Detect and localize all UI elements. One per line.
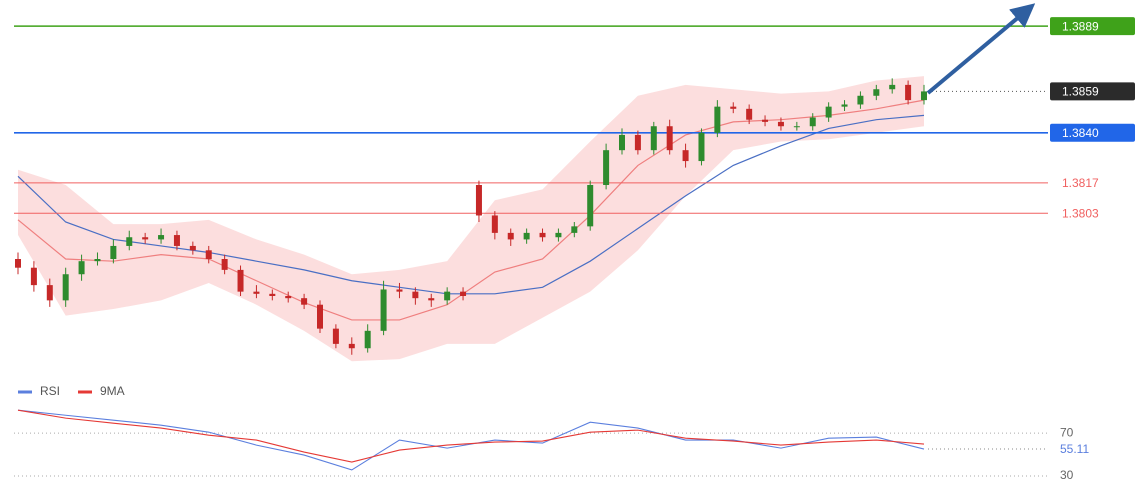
candle-body — [110, 245, 117, 259]
moving-average — [17, 114, 925, 295]
candle-body — [142, 237, 149, 240]
last-price-box — [1050, 82, 1135, 101]
candle-body — [94, 259, 101, 262]
candle-body — [539, 232, 546, 238]
candle-body — [587, 185, 594, 227]
candle-body — [126, 237, 133, 246]
last-price-label: 1.3859 — [1062, 85, 1099, 99]
candle-body — [873, 89, 880, 96]
candle-body — [285, 296, 292, 299]
candle-body — [15, 259, 21, 268]
candle-body — [189, 245, 196, 251]
candle-body — [221, 259, 228, 270]
candle-body — [62, 274, 69, 301]
candle-body — [762, 119, 769, 122]
candle-body — [507, 232, 514, 240]
level-label-box — [1050, 17, 1135, 36]
candle-body — [905, 84, 912, 101]
candle-body — [269, 293, 276, 296]
candle-body — [253, 291, 260, 294]
candle-body — [777, 121, 784, 127]
candle-body — [460, 291, 467, 296]
candle-body — [173, 235, 180, 246]
candle-body — [412, 291, 419, 299]
candle-body — [523, 232, 530, 240]
candle-body — [666, 126, 673, 151]
level-label: 1.3817 — [1062, 176, 1099, 190]
level-label-box — [1050, 123, 1135, 142]
candle-body — [746, 108, 753, 120]
candle-body — [555, 232, 562, 238]
rsi-level-label: 70 — [1060, 425, 1074, 439]
candle-body — [634, 134, 641, 151]
candle-body — [317, 304, 323, 329]
legend-label: 9MA — [100, 384, 125, 398]
level-label: 1.3840 — [1062, 126, 1099, 140]
candle-body — [205, 250, 212, 259]
candle-body — [650, 126, 657, 151]
candle-body — [921, 91, 927, 101]
candle-body — [428, 298, 435, 301]
rsi-line — [17, 409, 925, 463]
candle-body — [730, 106, 737, 109]
candle-body — [571, 226, 578, 233]
candle-body — [158, 235, 165, 240]
bollinger-band — [18, 76, 924, 362]
candle-body — [603, 150, 610, 185]
candle-body — [380, 289, 387, 331]
candle-body — [46, 285, 53, 301]
candle-body — [825, 106, 832, 118]
candle-body — [809, 117, 816, 127]
candle-body — [30, 267, 37, 286]
candle-body — [332, 328, 339, 344]
trend-arrow — [926, 3, 1036, 95]
candle-body — [698, 132, 705, 162]
candle-body — [78, 261, 85, 275]
level-label: 1.3889 — [1062, 19, 1099, 33]
rsi-current-label: 55.11 — [1060, 442, 1089, 456]
candle-body — [841, 104, 848, 107]
candle-body — [793, 126, 800, 128]
candle-body — [714, 106, 721, 133]
level-label: 1.3803 — [1062, 206, 1099, 220]
candle-body — [475, 185, 482, 216]
candle-body — [682, 150, 689, 162]
candle-body — [619, 134, 625, 151]
candle-body — [889, 84, 896, 90]
candle-body — [301, 298, 308, 305]
rsi-level-label: 30 — [1060, 468, 1074, 482]
candle-body — [237, 269, 244, 292]
candle-body — [348, 343, 355, 349]
candle-body — [364, 330, 371, 349]
moving-average — [17, 99, 925, 321]
legend-label: RSI — [40, 384, 60, 398]
candle-body — [857, 95, 864, 105]
candle-body — [444, 291, 451, 301]
candle-body — [396, 289, 403, 292]
candle-body — [491, 215, 498, 233]
